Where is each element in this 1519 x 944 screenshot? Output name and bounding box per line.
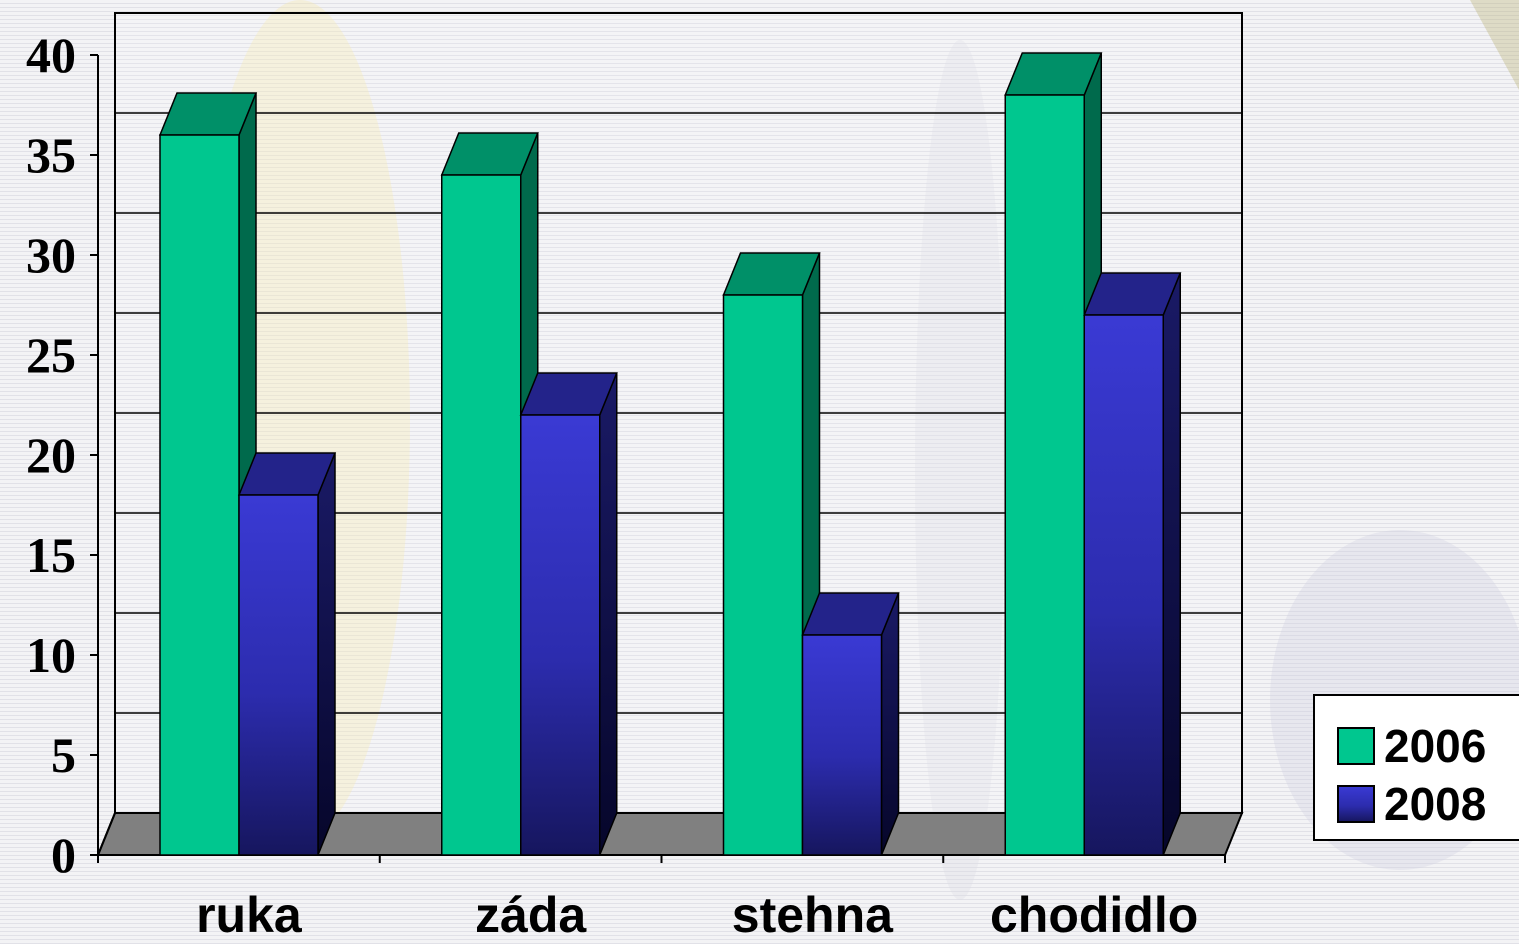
bar-2008-stehna bbox=[801, 592, 900, 856]
bar-top bbox=[1004, 52, 1103, 96]
bar-front bbox=[1004, 94, 1085, 856]
legend: 2006 2008 bbox=[1313, 694, 1519, 841]
legend-swatch-2006 bbox=[1337, 727, 1375, 765]
bar-top bbox=[440, 132, 539, 176]
y-tick-label-20: 20 bbox=[26, 427, 76, 483]
axis-depth-edge bbox=[97, 812, 116, 856]
x-category-label-stehna: stehna bbox=[732, 887, 894, 943]
bar-side bbox=[1162, 272, 1181, 856]
bar-top bbox=[801, 592, 900, 636]
x-category-label-ruka: ruka bbox=[196, 887, 303, 943]
y-tick-label-0: 0 bbox=[51, 827, 76, 883]
x-category-label-chodidlo: chodidlo bbox=[990, 887, 1198, 943]
legend-label-2006: 2006 bbox=[1384, 720, 1486, 772]
y-tick-label-40: 40 bbox=[26, 27, 76, 83]
bar-side bbox=[599, 372, 618, 856]
bar-front bbox=[1083, 314, 1164, 856]
bar-front bbox=[238, 494, 319, 856]
y-axis-tick-labels: 0 5 10 15 20 25 30 35 40 bbox=[26, 27, 76, 883]
bar-top bbox=[158, 92, 258, 136]
bar-2008-záda bbox=[519, 372, 618, 856]
y-tick-label-30: 30 bbox=[26, 227, 76, 283]
legend-swatch-2008 bbox=[1337, 785, 1375, 823]
bar-2008-chodidlo bbox=[1083, 272, 1182, 856]
bar-top bbox=[519, 372, 618, 416]
bar-top bbox=[1083, 272, 1182, 316]
bar-front bbox=[722, 294, 804, 856]
bar-top bbox=[237, 452, 337, 496]
x-category-label-záda: záda bbox=[475, 887, 587, 943]
bar-2008-ruka bbox=[237, 452, 337, 856]
x-axis-category-labels: ruka záda stehna chodidlo bbox=[196, 887, 1198, 943]
y-tick-label-5: 5 bbox=[51, 727, 76, 783]
bar-front bbox=[441, 174, 522, 856]
legend-label-2008: 2008 bbox=[1384, 778, 1486, 830]
plot-area bbox=[90, 12, 1244, 863]
y-tick-label-10: 10 bbox=[26, 627, 76, 683]
bar-top bbox=[722, 252, 821, 296]
bar-front bbox=[159, 134, 240, 856]
bar-side bbox=[880, 592, 900, 856]
y-tick-label-15: 15 bbox=[26, 527, 76, 583]
bar-side bbox=[317, 452, 336, 856]
bar-front bbox=[520, 414, 601, 856]
y-tick-label-25: 25 bbox=[26, 327, 76, 383]
bar-front bbox=[801, 634, 883, 856]
y-tick-label-35: 35 bbox=[26, 127, 76, 183]
